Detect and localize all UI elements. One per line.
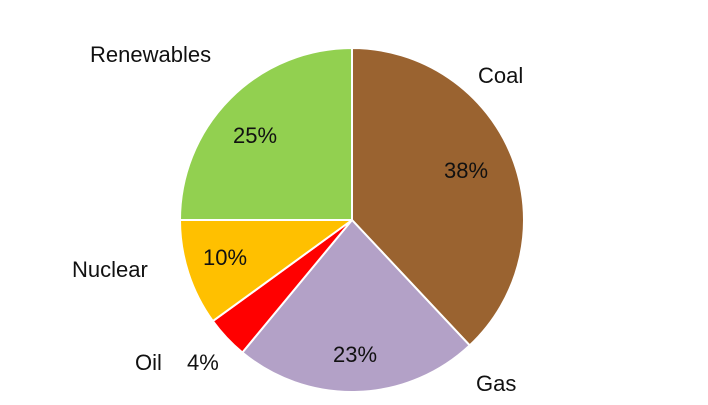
percent-label-oil: 4%: [187, 350, 219, 375]
percent-label-gas: 23%: [333, 342, 377, 367]
pie-slice-gas: [241, 219, 471, 393]
pie-slice-coal: [351, 47, 525, 347]
percent-label-coal: 38%: [444, 158, 488, 183]
category-label-coal: Coal: [478, 63, 523, 88]
pie-labels: Coal Gas Oil Nuclear Renewables 38% 23% …: [72, 42, 523, 396]
percent-label-renewables: 25%: [233, 123, 277, 148]
percent-label-nuclear: 10%: [203, 245, 247, 270]
pie-slice-renewables: [179, 47, 353, 221]
category-label-oil: Oil: [135, 350, 162, 375]
category-label-gas: Gas: [476, 371, 516, 396]
pie-slices: [179, 47, 525, 393]
pie-slice-nuclear: [179, 219, 353, 323]
category-label-nuclear: Nuclear: [72, 257, 148, 282]
category-label-renewables: Renewables: [90, 42, 211, 67]
